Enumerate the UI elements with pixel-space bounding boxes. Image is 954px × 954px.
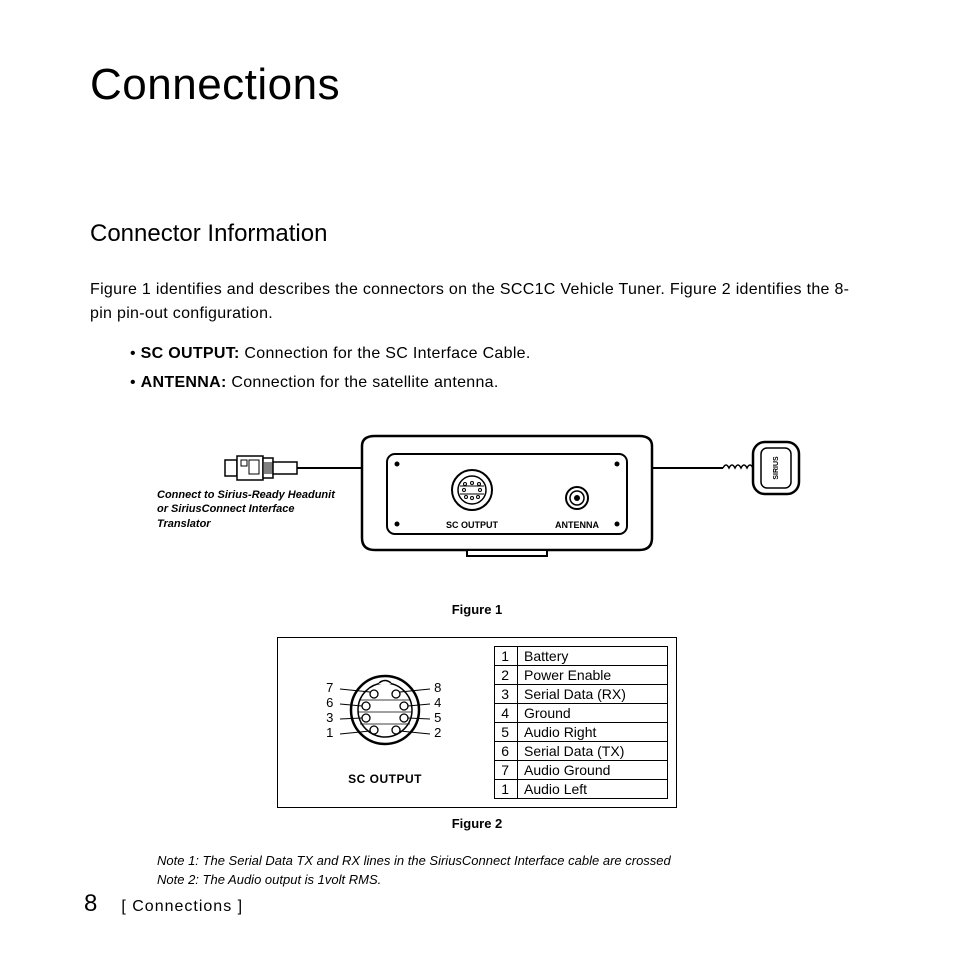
table-row: 1Battery [495, 646, 668, 665]
figure-1: SC OUTPUT ANTENNA SIRIUS Connect to Siri… [147, 428, 807, 890]
table-row: 7Audio Ground [495, 760, 668, 779]
bullet-text: Connection for the satellite antenna. [227, 374, 499, 391]
table-row: 5Audio Right [495, 722, 668, 741]
table-row: 4Ground [495, 703, 668, 722]
bullet-label: SC OUTPUT: [141, 345, 240, 362]
pin-number: 5 [434, 710, 441, 725]
table-row: 3Serial Data (RX) [495, 684, 668, 703]
pinout-table: 1Battery 2Power Enable 3Serial Data (RX)… [494, 646, 668, 799]
page-title: Connections [90, 60, 864, 110]
pin-number: 8 [434, 680, 441, 695]
table-row: 6Serial Data (TX) [495, 741, 668, 760]
svg-text:ANTENNA: ANTENNA [555, 520, 599, 530]
bullet-item: • ANTENNA: Connection for the satellite … [130, 369, 864, 398]
pin-number: 3 [326, 710, 333, 725]
note-line: Note 2: The Audio output is 1volt RMS. [157, 870, 807, 890]
pin-number: 4 [434, 695, 441, 710]
bullet-list: • SC OUTPUT: Connection for the SC Inter… [90, 340, 864, 398]
bullet-item: • SC OUTPUT: Connection for the SC Inter… [130, 340, 864, 369]
svg-text:SC OUTPUT: SC OUTPUT [446, 520, 499, 530]
pin-number: 7 [326, 680, 333, 695]
figure2-caption: Figure 2 [147, 816, 807, 831]
table-row: 1Audio Left [495, 779, 668, 798]
notes-block: Note 1: The Serial Data TX and RX lines … [157, 851, 807, 890]
table-row: 2Power Enable [495, 665, 668, 684]
note-line: Note 1: The Serial Data TX and RX lines … [157, 851, 807, 871]
bullet-text: Connection for the SC Interface Cable. [240, 345, 531, 362]
pin-number: 2 [434, 725, 441, 740]
figure1-caption: Figure 1 [147, 602, 807, 617]
figure-2: 7 6 3 1 8 4 5 2 SC OUTPUT 1Battery 2Powe… [277, 637, 677, 808]
section-title: Connector Information [90, 220, 864, 248]
svg-text:SIRIUS: SIRIUS [773, 456, 780, 480]
pin-number: 6 [326, 695, 333, 710]
pin-number: 1 [326, 725, 333, 740]
figure1-callout: Connect to Sirius-Ready Headunit or Siri… [157, 488, 337, 533]
page-number: 8 [84, 890, 97, 918]
page-footer: 8 [ Connections ] [84, 890, 243, 918]
bullet-label: ANTENNA: [141, 374, 227, 391]
pinout-diagram: 7 6 3 1 8 4 5 2 SC OUTPUT [286, 646, 494, 799]
breadcrumb: [ Connections ] [121, 898, 243, 916]
intro-paragraph: Figure 1 identifies and describes the co… [90, 278, 864, 326]
connector-label: SC OUTPUT [348, 772, 422, 786]
